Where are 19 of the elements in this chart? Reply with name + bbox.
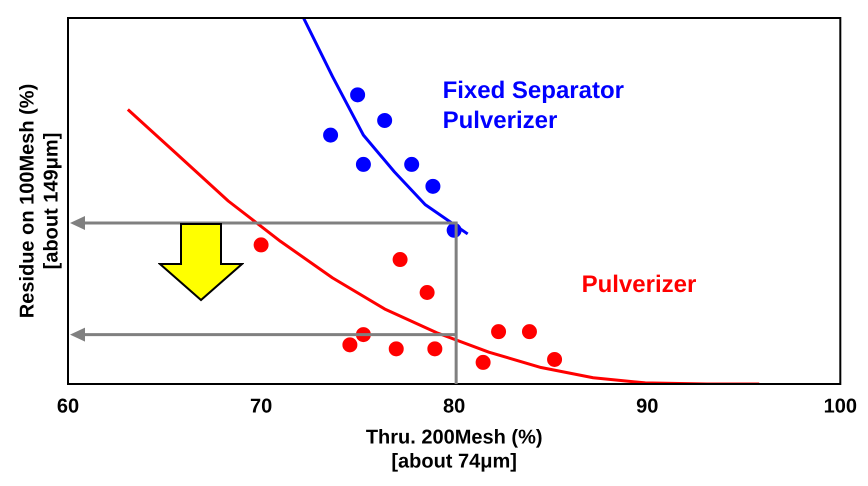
point (522, 324, 537, 340)
point (547, 352, 562, 367)
point (356, 156, 371, 172)
x-tick-label: 60 (56, 396, 80, 418)
y-axis-title: Residue on 100Mesh (%) [about 149μm] (16, 84, 63, 318)
point (425, 178, 440, 194)
x-tick-label: 80 (443, 396, 466, 418)
x-tick-label: 70 (250, 396, 272, 418)
point (404, 156, 420, 172)
x-tick-label: 90 (636, 396, 658, 418)
point (323, 128, 338, 143)
text: Pulverizer (582, 270, 696, 298)
x-axis-title: Thru. 200Mesh (%) [about 74μm] (366, 426, 543, 473)
point (491, 324, 506, 340)
point (350, 87, 366, 102)
series-label: Fixed Separator Pulverizer (442, 76, 624, 134)
point (476, 354, 491, 370)
point (377, 112, 392, 128)
x-tick-label: 100 (824, 396, 858, 418)
